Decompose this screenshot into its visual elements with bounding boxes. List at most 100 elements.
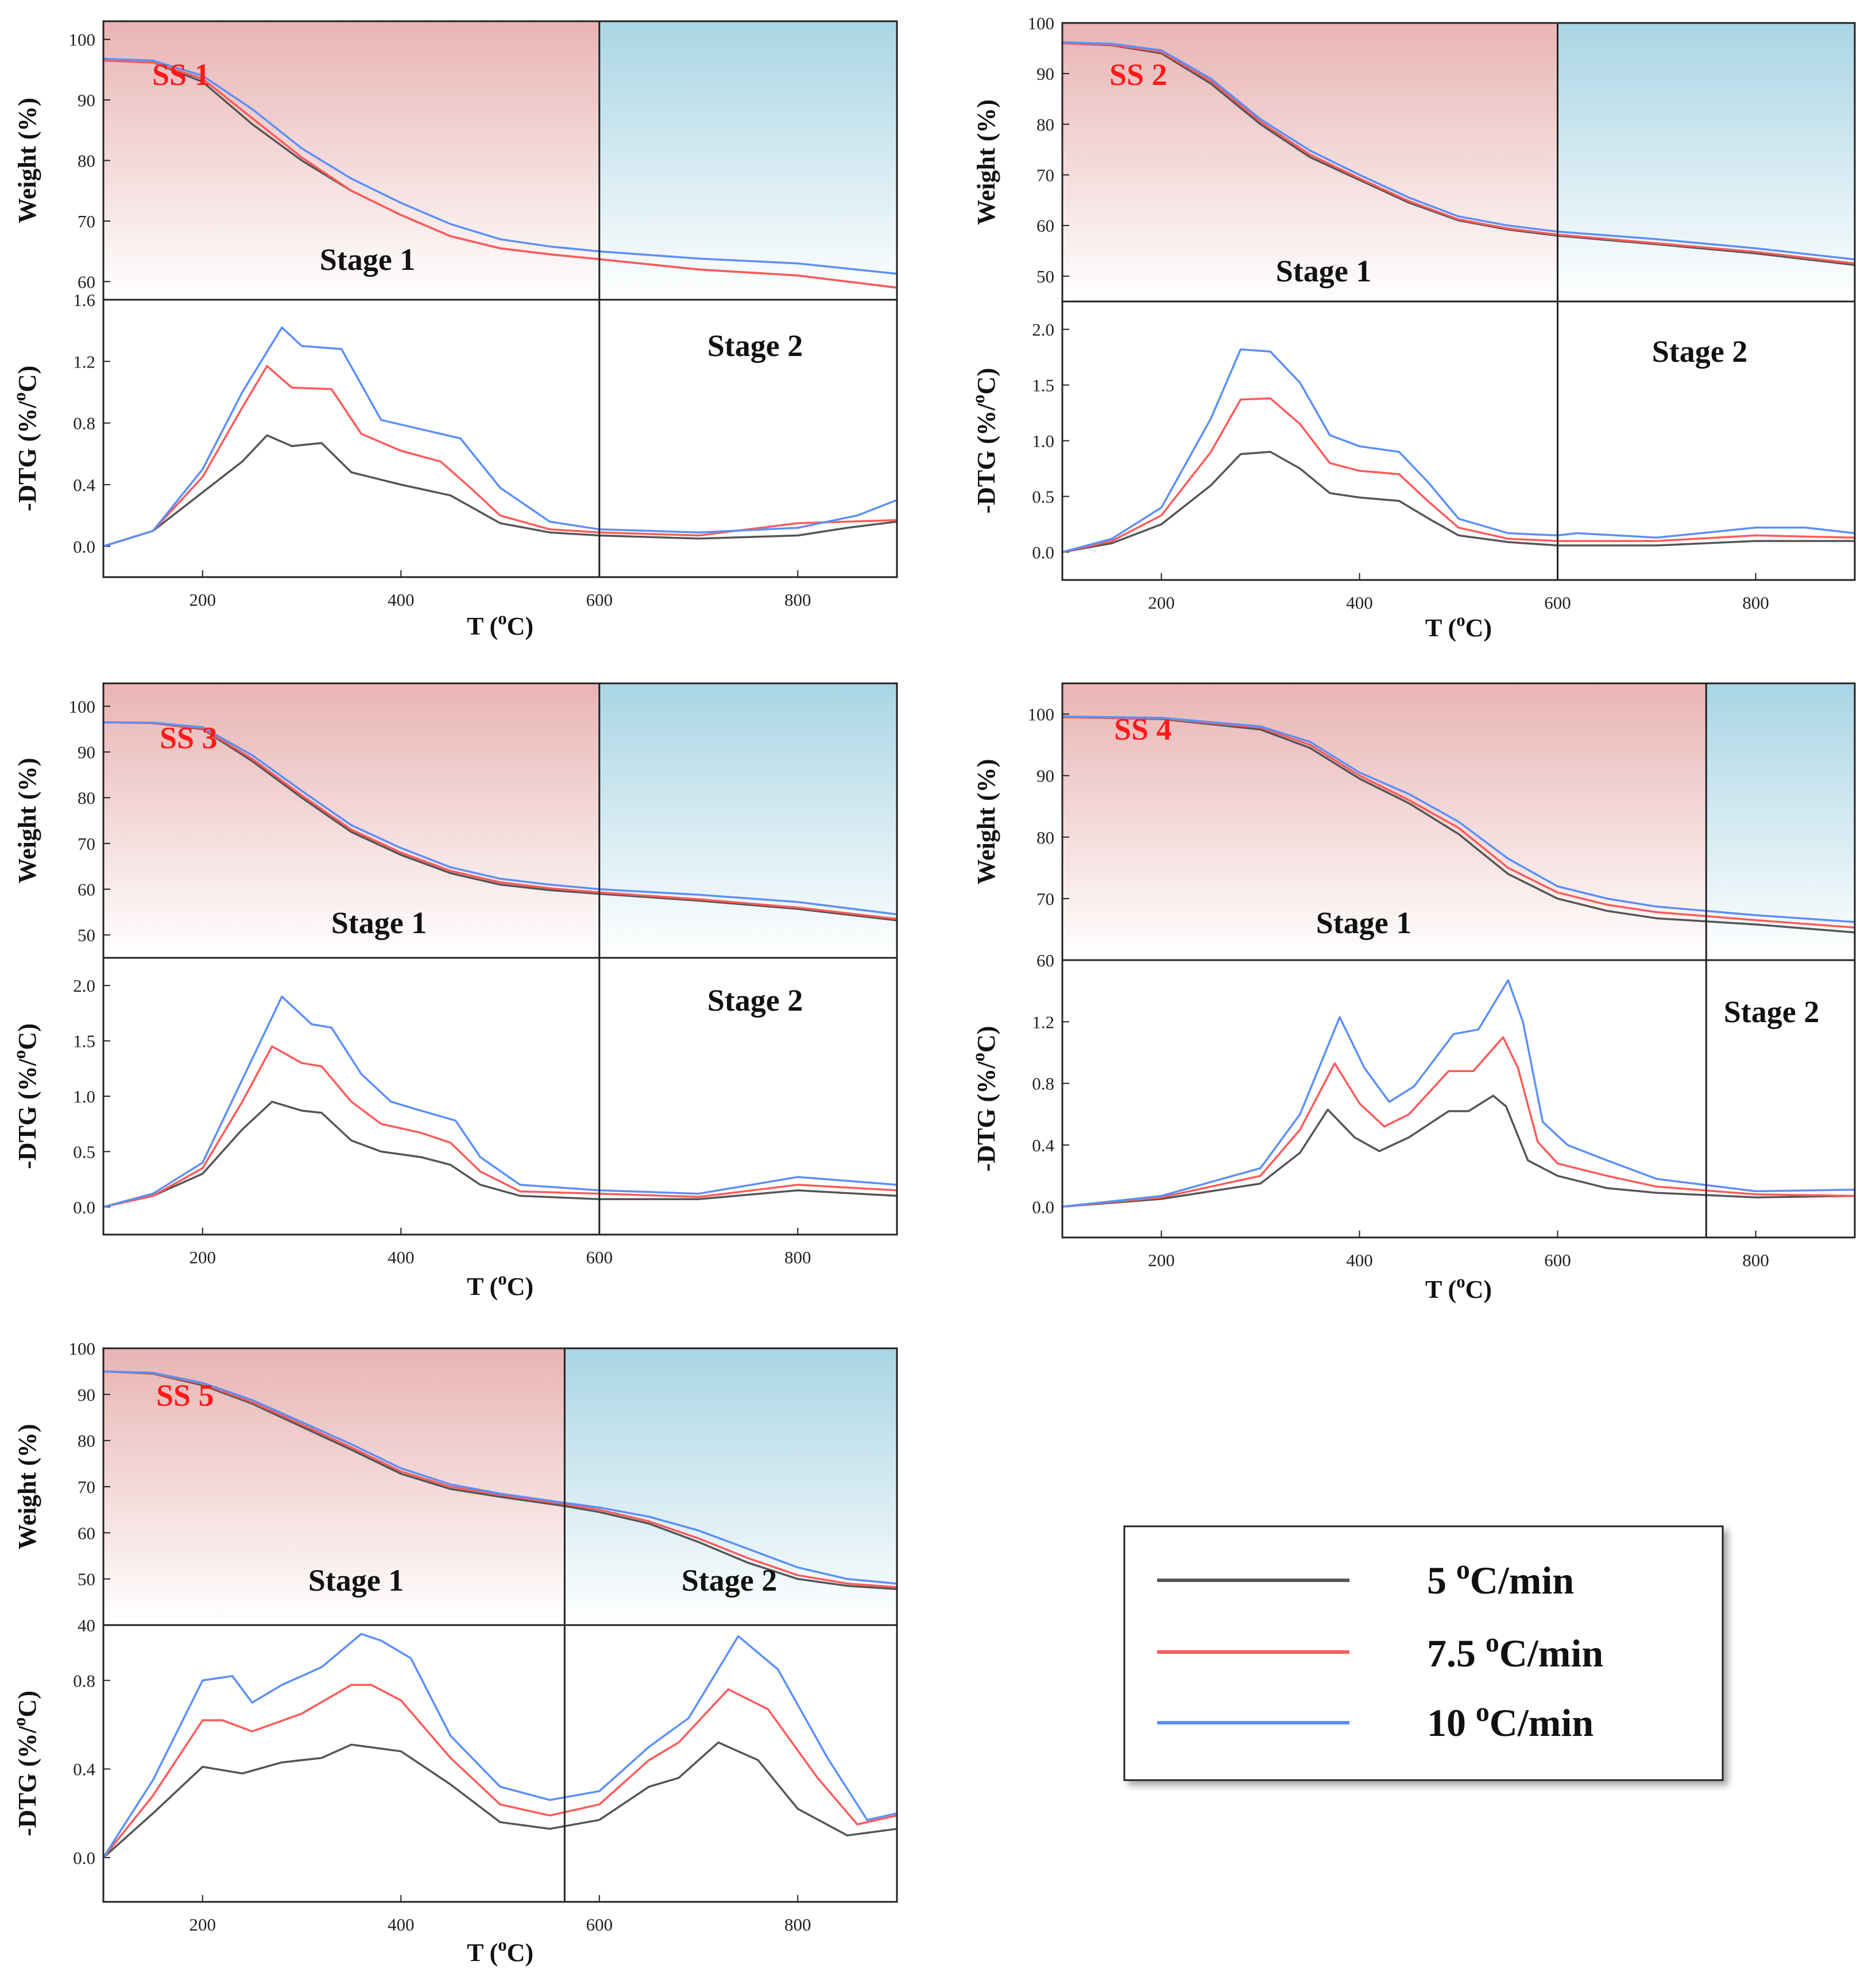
weight-ytick-label: 80: [1036, 114, 1054, 134]
xtick-label: 800: [784, 1914, 811, 1935]
weight-ylabel: Weight (%): [13, 758, 41, 884]
stage2-label: Stage 2: [707, 328, 803, 363]
dtg-ytick-label: 0.4: [73, 1759, 95, 1780]
dtg-series-s5: [103, 434, 898, 547]
stage1-label: Stage 1: [1316, 906, 1411, 940]
panel-title: SS 1: [152, 57, 210, 92]
xtick-label: 400: [1346, 1250, 1373, 1270]
dtg-ytick-label: 0.4: [1032, 1135, 1054, 1155]
stage2-label: Stage 2: [682, 1563, 777, 1598]
weight-ytick-label: 100: [1028, 705, 1055, 725]
dtg-ytick-label: 2.0: [1032, 320, 1054, 340]
xtick-label: 400: [388, 1914, 415, 1935]
weight-series-s5: [103, 1370, 898, 1591]
dtg-ytick-label: 0.5: [1032, 487, 1054, 507]
dtg-series-s5: [1062, 1094, 1855, 1208]
weight-ytick-label: 100: [69, 697, 96, 717]
dtg-ytick-label: 1.0: [73, 1086, 95, 1107]
weight-ytick-label: 80: [78, 1431, 95, 1451]
stage2-background: [599, 683, 897, 958]
stage1-background: [103, 683, 599, 958]
weight-ytick-label: 80: [78, 151, 95, 171]
xtick-label: 600: [1544, 593, 1571, 613]
weight-ytick-label: 50: [1036, 266, 1054, 287]
stage1-label: Stage 1: [308, 1563, 404, 1598]
weight-series-s75: [103, 721, 898, 920]
panel-ss2: 50 60 70 80 90 100 Weight (%) 0.0 0.5 1.0 1.5 2.0 -D…: [969, 13, 1856, 642]
stage2-background: [1557, 23, 1855, 301]
dtg-ylabel: -DTG (%/oC): [969, 1026, 1000, 1172]
xtick-label: 800: [1742, 1250, 1769, 1270]
panel-title: SS 4: [1114, 712, 1172, 747]
weight-series-s10: [103, 721, 898, 916]
panel-ss3: 50 60 70 80 90 100 Weight (%) 0.0 0.5 1.0 1.5 2.0 -D…: [10, 682, 898, 1301]
dtg-ylabel: -DTG (%/oC): [969, 368, 1000, 514]
dtg-series-s10: [1062, 979, 1855, 1208]
dtg-ytick-label: 2.0: [73, 976, 95, 996]
weight-ytick-label: 60: [78, 272, 95, 292]
dtg-series-s5: [103, 1100, 898, 1208]
dtg-ytick-label: 0.0: [73, 1197, 95, 1217]
xtick-label: 400: [388, 590, 415, 610]
dtg-series-s5: [102, 1741, 898, 1859]
xtick-label: 200: [189, 1247, 216, 1267]
legend-label-5: 5 oC/min: [1427, 1555, 1574, 1602]
dtg-ylabel: -DTG (%/oC): [10, 1023, 41, 1169]
weight-ytick-label: 60: [1036, 216, 1054, 236]
dtg-series-s75: [103, 1045, 898, 1208]
dtg-ytick-label: 0.0: [1032, 1197, 1054, 1217]
weight-ytick-label: 100: [69, 30, 96, 50]
xtick-label: 200: [1148, 1250, 1175, 1270]
weight-ytick-label: 50: [78, 1569, 95, 1589]
stage2-background: [564, 1348, 897, 1625]
xtick-label: 200: [189, 1914, 216, 1935]
xtick-label: 200: [1148, 593, 1175, 613]
dtg-ytick-label: 0.4: [73, 475, 95, 495]
panels: 60 70 80 90 100 Weight (%) 0.0 0.4 0.8 1.2 1.6 -DTG…: [10, 13, 1856, 1967]
dtg-ytick-label: 1.0: [1032, 431, 1054, 451]
weight-series-s75: [103, 1370, 898, 1588]
panel-frame: [102, 682, 898, 1236]
stage1-label: Stage 1: [320, 242, 415, 277]
weight-ytick-label: 90: [78, 742, 95, 763]
weight-ytick-label: 70: [78, 834, 95, 854]
xtick-label: 600: [586, 590, 613, 610]
stage1-background: [1062, 683, 1707, 960]
weight-ytick-label: 50: [78, 925, 95, 945]
panel-ss4: 60 70 80 90 100 Weight (%) 0.0 0.4 0.8 1.2 -DTG (%…: [969, 682, 1856, 1304]
xtick-label: 600: [586, 1247, 613, 1267]
stage2-label: Stage 2: [707, 983, 803, 1018]
panel-title: SS 2: [1109, 57, 1167, 92]
stage1-label: Stage 1: [1276, 254, 1371, 288]
stage1-background: [103, 1348, 565, 1625]
dtg-series-s75: [103, 365, 898, 547]
dtg-ytick-label: 0.5: [73, 1142, 95, 1162]
dtg-series-s5: [1062, 451, 1855, 554]
xtick-label: 600: [1544, 1250, 1571, 1270]
dtg-ytick-label: 1.5: [73, 1031, 95, 1051]
dtg-ytick-label: 0.0: [73, 536, 95, 556]
legend: 5 oC/min 7.5 oC/min 10 oC/min: [1123, 1525, 1724, 1781]
weight-series-s75: [103, 59, 898, 289]
xtick-label: 400: [1346, 593, 1373, 613]
weight-series-s5: [1062, 42, 1855, 266]
xlabel: T (oC): [467, 609, 533, 640]
weight-ylabel: Weight (%): [972, 99, 1000, 225]
dtg-series-s75: [102, 1684, 898, 1858]
weight-series-s5: [1062, 716, 1855, 934]
weight-ytick-label: 60: [1036, 950, 1054, 970]
weight-ytick-label: 90: [1036, 766, 1054, 786]
weight-ytick-label: 80: [78, 788, 95, 808]
weight-ytick-label: 90: [78, 90, 95, 110]
xlabel: T (oC): [467, 1269, 533, 1301]
panel-ss5: 40 50 60 70 80 90 100 Weight (%) 0.0 0.4 0.8 -DTG (…: [10, 1339, 898, 1967]
xtick-label: 800: [1742, 593, 1769, 613]
weight-series-s10: [1062, 715, 1855, 923]
dtg-ytick-label: 0.0: [73, 1848, 95, 1868]
weight-ytick-label: 70: [78, 211, 95, 231]
stage1-background: [1062, 23, 1558, 301]
weight-series-s75: [1062, 42, 1855, 265]
panel-title: SS 5: [156, 1378, 214, 1413]
dtg-ytick-label: 1.6: [73, 290, 95, 310]
weight-ytick-label: 70: [1036, 165, 1054, 185]
